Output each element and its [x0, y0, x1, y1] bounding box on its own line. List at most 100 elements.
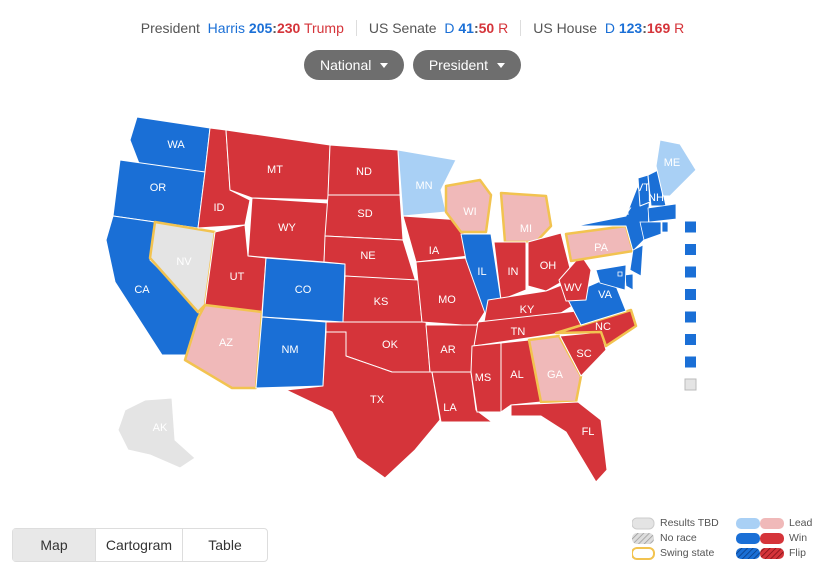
state-swatch[interactable]: [685, 334, 696, 345]
state-label: NY: [616, 206, 632, 218]
sep: :: [473, 20, 479, 36]
state[interactable]: [527, 334, 583, 404]
state-label: WA: [167, 139, 185, 151]
state-label: KS: [374, 296, 389, 308]
state-label: LA: [443, 402, 457, 414]
state-label: VA: [598, 289, 613, 301]
sep: :: [272, 20, 277, 36]
state: [624, 273, 634, 291]
dem-count: 205: [248, 20, 273, 36]
state: [617, 271, 623, 277]
state-label: ND: [356, 166, 372, 178]
state-label: ME: [664, 157, 681, 169]
state-label: NE: [360, 250, 375, 262]
dem-count: 123: [618, 20, 643, 36]
state[interactable]: [500, 339, 542, 413]
state-label: UT: [230, 271, 245, 283]
dem: D: [604, 20, 615, 36]
state-label: CT: [701, 266, 716, 278]
state[interactable]: [499, 191, 553, 244]
state-label: AZ: [219, 337, 233, 349]
state[interactable]: [431, 371, 493, 423]
state-label: AR: [440, 344, 455, 356]
state-label: TX: [370, 394, 385, 406]
state-swatch[interactable]: [685, 311, 696, 323]
state-label: WV: [564, 282, 582, 294]
state[interactable]: [397, 149, 457, 217]
state-swatch[interactable]: [685, 266, 696, 278]
label: President: [140, 20, 200, 36]
rep-count: 169: [646, 20, 671, 36]
state-swatch[interactable]: [685, 221, 696, 233]
state-label: DE: [701, 311, 716, 323]
state[interactable]: [493, 241, 527, 301]
state-label: GA: [547, 369, 564, 381]
scoreboard: President Harris 205:230 Trump US Senate …: [0, 20, 825, 36]
state-label: MS: [475, 372, 492, 384]
state-label: AK: [153, 422, 168, 434]
state[interactable]: [148, 220, 217, 314]
state[interactable]: [527, 232, 573, 292]
sep: :: [642, 20, 647, 36]
state-label: NV: [176, 256, 192, 268]
legend-item: Lead: [789, 517, 813, 529]
state-label: MA: [701, 221, 718, 233]
region-dropdown[interactable]: National: [304, 50, 405, 80]
state-label: OR: [150, 182, 167, 194]
state: [647, 203, 677, 223]
race-dropdown[interactable]: President: [412, 50, 521, 80]
tab[interactable]: Map: [13, 529, 95, 561]
state[interactable]: [510, 401, 608, 483]
dem-count: 41: [458, 20, 474, 36]
tab[interactable]: Cartogram: [95, 529, 182, 561]
state-label: FL: [582, 426, 595, 438]
state-label: RI: [701, 243, 712, 255]
state[interactable]: [415, 257, 487, 327]
state[interactable]: [225, 129, 331, 201]
state-label: PA: [594, 242, 609, 254]
state-label: VT: [636, 182, 650, 194]
state-swatch[interactable]: [685, 356, 696, 368]
state-swatch[interactable]: [685, 289, 696, 300]
house-score: US House D 123:169 R: [520, 20, 696, 36]
state: [639, 221, 662, 241]
state-label: MD: [701, 333, 718, 345]
rep: Trump: [303, 20, 344, 36]
tab[interactable]: Table: [182, 529, 267, 561]
rep-count: 230: [276, 20, 301, 36]
state-label: MN: [415, 180, 432, 192]
state[interactable]: [655, 139, 697, 197]
dem: Harris: [207, 20, 246, 36]
state-label: HI: [701, 378, 712, 390]
state-label: WI: [463, 206, 476, 218]
state[interactable]: [565, 275, 627, 326]
legend-item: Flip: [789, 547, 806, 559]
state-label: CO: [295, 284, 312, 296]
state-swatch[interactable]: [685, 244, 696, 255]
view-tabs: Map Cartogram Table: [12, 528, 268, 562]
state-label: WY: [278, 222, 296, 234]
senate-score: US Senate D 41:50 R: [355, 20, 520, 36]
state[interactable]: [285, 331, 441, 479]
president-score: President Harris 205:230 Trump: [129, 20, 356, 36]
state[interactable]: [444, 178, 493, 234]
state: [629, 244, 644, 277]
state-label: NM: [281, 344, 298, 356]
state-label: MI: [520, 223, 532, 235]
legend-item: Results TBD: [660, 517, 719, 529]
legend-item: Swing state: [660, 547, 715, 559]
label: US Senate: [368, 20, 437, 36]
filters: National President: [0, 50, 825, 80]
state-swatch[interactable]: [684, 378, 697, 391]
state[interactable]: [117, 397, 196, 469]
state[interactable]: [470, 342, 502, 413]
dem: D: [444, 20, 455, 36]
rep: R: [674, 20, 685, 36]
state-label: IN: [508, 266, 519, 278]
state-label: NC: [595, 321, 611, 333]
state[interactable]: [637, 174, 651, 207]
state-label: IL: [477, 266, 486, 278]
state-label: OK: [382, 339, 399, 351]
